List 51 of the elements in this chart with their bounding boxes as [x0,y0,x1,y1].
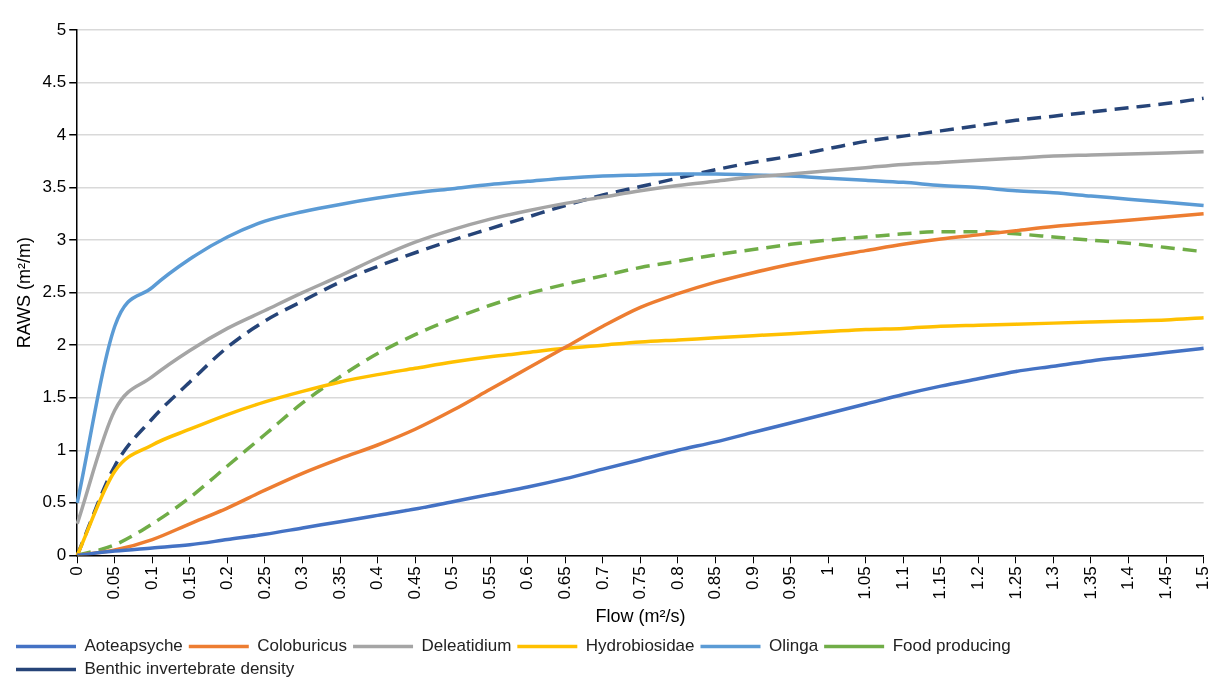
y-tick-label: 4 [56,124,67,144]
x-tick-label: 0.8 [667,566,687,590]
x-tick-label: 0.65 [555,566,575,600]
legend-label: Hydrobiosidae [585,636,695,656]
x-tick-label: 1 [817,566,837,576]
y-tick-label: 0.5 [42,492,67,512]
legend-label: Coloburicus [257,636,348,656]
x-tick-label: 0.85 [705,566,725,600]
legend-label: Food producing [892,636,1011,656]
x-tick-label: 0.25 [254,566,274,600]
x-tick-label: 1.5 [1193,566,1213,590]
y-tick-label: 3 [56,229,67,249]
x-tick-label: 1.2 [968,566,988,590]
y-tick-label: 0 [56,545,67,564]
x-tick-label: 1.45 [1155,566,1175,600]
x-tick-label: 0.3 [292,566,312,590]
x-tick-label: 0.15 [179,566,199,600]
x-tick-label: 0.55 [479,566,499,600]
y-tick-label: 5 [56,19,67,39]
x-tick-label: 0.6 [517,566,537,590]
x-tick-label: 1.4 [1118,566,1138,590]
x-tick-label: 1.25 [1005,566,1025,600]
x-tick-label: 0.4 [367,566,387,590]
x-tick-label: 0 [66,566,86,576]
x-tick-label: 1.35 [1080,566,1100,600]
y-tick-label: 1 [56,439,67,459]
x-tick-label: 1.05 [855,566,875,600]
y-tick-label: 3.5 [42,177,67,197]
x-tick-label: 0.9 [742,566,762,590]
x-tick-label: 0.75 [630,566,650,600]
y-tick-label: 2.5 [42,282,67,302]
x-tick-label: 1.15 [930,566,950,600]
x-tick-label: 0.1 [142,566,162,590]
x-tick-label: 0.05 [104,566,124,600]
legend-label: Deleatidium [421,636,512,656]
x-tick-label: 0.2 [217,566,237,590]
x-tick-label: 0.7 [592,566,612,590]
x-axis-title: Flow (m²/s) [595,606,686,627]
x-tick-label: 0.45 [404,566,424,600]
y-tick-label: 4.5 [42,72,67,92]
x-tick-label: 0.35 [329,566,349,600]
y-tick-label: 2 [56,334,67,354]
x-tick-label: 1.1 [892,566,912,590]
y-axis-title: RAWS (m²/m) [13,237,34,349]
x-tick-label: 1.3 [1043,566,1063,590]
x-tick-label: 0.95 [780,566,800,600]
x-tick-label: 0.5 [442,566,462,590]
legend-label: Benthic invertebrate density [84,659,295,679]
legend-label: Olinga [768,636,819,656]
legend-label: Aoteapsyche [84,636,183,656]
y-tick-label: 1.5 [42,387,67,407]
